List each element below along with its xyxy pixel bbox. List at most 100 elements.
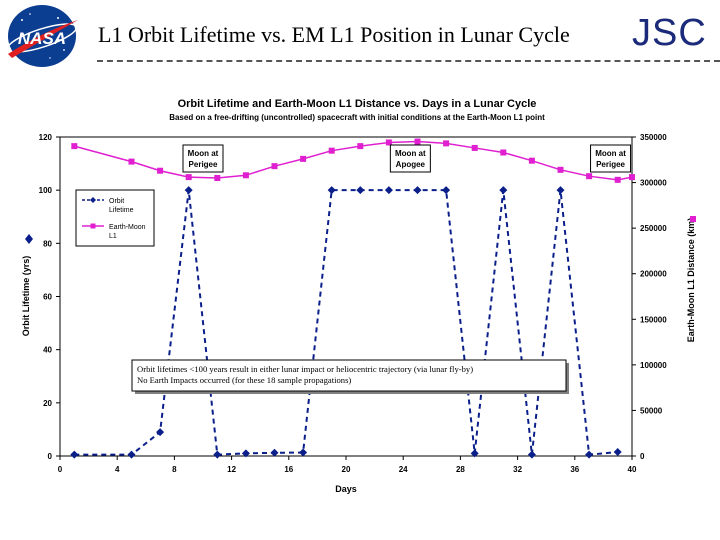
annotation-box [590,144,632,173]
series-point-0 [613,448,622,457]
series-point-0 [270,448,279,457]
annotation-label: Apogee [396,160,426,169]
series-point-0 [413,186,422,195]
y-tick-label: 0 [48,452,53,461]
y-tick-label: 40 [43,346,52,355]
x-tick-label: 16 [284,465,293,474]
y2-tick-label: 200000 [640,270,667,279]
nasa-logo-orbit [6,23,78,53]
series-point-0 [127,450,136,459]
annotation-box [182,144,224,173]
y2-axis-label: Earth-Moon L1 Distance (km) [686,218,696,343]
series-point-1 [443,140,450,147]
annotation-box [389,144,431,173]
legend-label: Lifetime [109,207,134,214]
series-point-1 [629,174,635,181]
note-text: No Earth Impacts occurred (for these 18 … [137,375,351,385]
series-line-1 [74,140,633,181]
series-point-0 [70,450,79,459]
title-divider [97,60,720,62]
y-tick-label: 80 [43,239,52,248]
annotation-label: Moon at [395,149,426,158]
series-point-0 [585,450,594,459]
y-tick-label: 120 [39,133,53,142]
x-tick-label: 0 [58,465,63,474]
x-tick-label: 12 [227,465,236,474]
series-point-0 [241,449,250,458]
series-point-1 [300,155,307,162]
series-point-0 [527,450,536,459]
series-point-1 [528,157,535,164]
series-point-1 [328,147,335,154]
series-point-0 [184,186,193,195]
series-point-0 [556,186,565,195]
series-point-0 [470,449,479,458]
nasa-logo-text: NASA [18,29,66,48]
y-axis-marker [25,234,33,244]
legend-label: L1 [109,233,117,240]
y-tick-label: 60 [43,293,52,302]
series-point-0 [442,186,451,195]
x-tick-label: 36 [570,465,579,474]
y2-tick-label: 250000 [640,224,667,233]
x-tick-label: 28 [456,465,465,474]
x-tick-label: 8 [172,465,177,474]
annotation-label: Perigee [596,160,625,169]
nasa-logo-vector [8,20,78,58]
chart-title: Orbit Lifetime and Earth-Moon L1 Distanc… [178,98,537,110]
series-point-1 [185,174,192,181]
x-tick-label: 32 [513,465,522,474]
y2-tick-label: 0 [640,452,645,461]
nasa-logo: NASA [6,5,78,67]
legend-label: Orbit [109,198,124,205]
note-box [131,359,567,392]
series-point-1 [71,143,78,150]
series-point-1 [128,158,135,165]
series-point-1 [157,167,164,174]
y2-tick-label: 350000 [640,133,667,142]
series-point-0 [327,186,336,195]
x-tick-label: 24 [399,465,408,474]
series-point-0 [213,450,222,459]
y2-tick-label: 50000 [640,406,663,415]
series-point-1 [214,175,221,182]
series-point-1 [614,176,621,183]
series-point-1 [385,139,392,146]
plot-area [59,136,633,457]
annotation-label: Moon at [188,149,219,158]
x-tick-label: 20 [342,465,351,474]
y2-tick-label: 300000 [640,179,667,188]
y2-tick-label: 100000 [640,361,667,370]
note-text: Orbit lifetimes <100 years result in eit… [137,364,473,374]
y2-axis-marker [690,216,696,222]
y-tick-label: 20 [43,399,52,408]
x-axis-label: Days [335,484,357,494]
series-point-0 [384,186,393,195]
chart: Orbit Lifetime and Earth-Moon L1 Distanc… [21,98,696,494]
series-point-1 [471,144,478,151]
series-point-1 [242,172,249,179]
series-point-1 [557,166,564,173]
chart-subtitle: Based on a free-drifting (uncontrolled) … [169,113,545,122]
series-point-1 [586,173,593,180]
y-axis-label: Orbit Lifetime (yrs) [21,256,31,337]
series-point-1 [500,149,507,156]
x-tick-label: 40 [628,465,637,474]
annotation-label: Perigee [189,160,218,169]
series-point-0 [299,448,308,457]
series-point-0 [356,186,365,195]
series-point-1 [414,138,421,145]
slide-title: L1 Orbit Lifetime vs. EM L1 Position in … [98,22,570,47]
y-tick-label: 100 [39,186,53,195]
series-point-0 [156,428,165,437]
legend-marker [90,223,96,229]
x-tick-label: 4 [115,465,120,474]
legend-label: Earth-Moon [109,224,146,231]
org-label: JSC [632,12,707,54]
y2-tick-label: 150000 [640,315,667,324]
legend-marker [90,197,96,203]
series-point-0 [499,186,508,195]
series-point-1 [271,163,278,170]
series-point-1 [357,143,364,150]
annotation-label: Moon at [595,149,626,158]
